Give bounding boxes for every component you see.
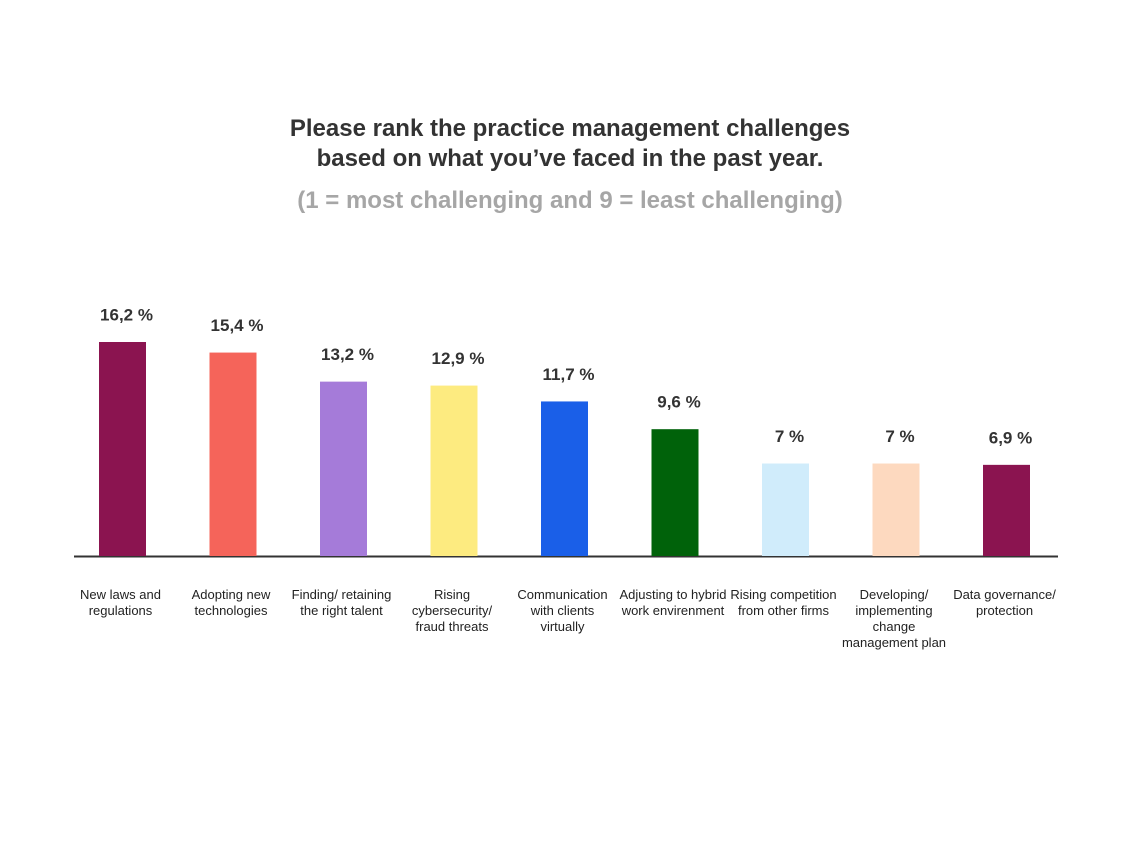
- x-tick-label: New laws and regulations: [80, 587, 161, 618]
- x-tick-label: Communication with clients virtually: [517, 587, 608, 634]
- bar: [872, 463, 920, 556]
- bar: [320, 381, 367, 556]
- value-label: 7 %: [775, 427, 804, 446]
- x-tick-label: Rising competition from other firms: [730, 587, 837, 618]
- x-tick-label: Data governance/ protection: [953, 587, 1056, 618]
- value-label: 16,2 %: [100, 305, 153, 324]
- value-label: 12,9 %: [432, 349, 485, 368]
- bar: [651, 429, 699, 556]
- value-label: 7 %: [885, 427, 914, 446]
- bar: [209, 352, 257, 556]
- x-tick-label: Adopting new technologies: [191, 587, 271, 618]
- bar: [762, 463, 809, 556]
- value-label: 9,6 %: [657, 393, 700, 412]
- value-label: 13,2 %: [321, 345, 374, 364]
- chart-subtitle: (1 = most challenging and 9 = least chal…: [297, 187, 843, 214]
- value-label: 6,9 %: [989, 428, 1032, 447]
- value-label: 15,4 %: [211, 316, 264, 335]
- value-label: 11,7 %: [543, 365, 595, 384]
- bar: [99, 342, 146, 556]
- bar: [430, 385, 478, 556]
- bar: [983, 464, 1030, 556]
- x-tick-label: Rising cybersecurity/ fraud threats: [411, 587, 493, 634]
- bar: [541, 401, 588, 556]
- x-tick-label: Developing/ implementing change manageme…: [841, 587, 947, 650]
- x-tick-label: Adjusting to hybrid work envirenment: [619, 587, 727, 618]
- chart-title: Please rank the practice management chal…: [289, 115, 851, 172]
- x-tick-label: Finding/ retaining the right talent: [291, 587, 392, 618]
